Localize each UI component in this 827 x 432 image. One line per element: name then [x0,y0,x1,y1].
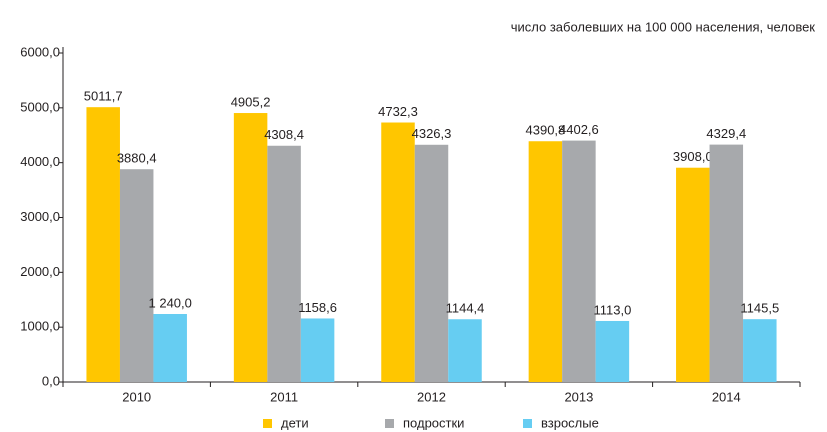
y-tick-label: 3000,0 [20,209,60,224]
bar [676,167,710,382]
x-tick-label: 2010 [122,389,151,404]
bar [414,144,449,382]
legend-label: взрослые [541,415,599,430]
bar [233,113,268,383]
value-label: 1145,5 [740,301,779,316]
chart-subtitle: число заболевших на 100 000 населения, ч… [511,19,816,34]
bar [709,144,744,382]
value-label: 1158,6 [298,300,337,315]
bar [381,122,415,383]
legend-swatch [385,419,394,428]
value-label: 3908,0 [673,149,713,164]
value-label: 4402,6 [559,122,599,137]
bar [300,318,335,382]
x-tick-label: 2014 [712,389,741,404]
value-label: 3880,4 [117,151,157,166]
value-label: 1113,0 [593,302,631,317]
value-label: 4732,3 [378,104,418,119]
value-label: 4390,8 [526,123,566,138]
x-tick-label: 2011 [270,389,298,404]
x-tick-label: 2013 [564,389,593,404]
value-label: 1144,4 [446,301,485,316]
value-label: 4905,2 [231,94,271,109]
bar [86,107,120,383]
legend-label: подростки [403,415,464,430]
bar [267,145,301,382]
bar [448,319,482,382]
value-label: 4308,4 [264,127,304,142]
legend-swatch [523,419,532,428]
value-label: 1 240,0 [149,295,192,310]
x-tick-label: 2012 [417,389,446,404]
y-tick-label: 4000,0 [20,154,60,169]
bar [528,141,563,382]
y-tick-label: 0,0 [42,373,60,388]
y-tick-label: 1000,0 [20,319,60,334]
y-tick-label: 2000,0 [20,264,60,279]
y-tick-label: 5000,0 [20,99,60,114]
value-label: 4329,4 [706,126,746,141]
bar [743,319,777,382]
legend-swatch [263,419,272,428]
y-tick-label: 6000,0 [20,44,60,59]
bar [119,169,154,382]
bar [562,140,596,382]
bar [595,320,630,382]
value-label: 5011,7 [84,89,123,104]
bar [153,314,187,382]
legend-label: дети [281,415,309,430]
value-label: 4326,3 [412,126,452,141]
